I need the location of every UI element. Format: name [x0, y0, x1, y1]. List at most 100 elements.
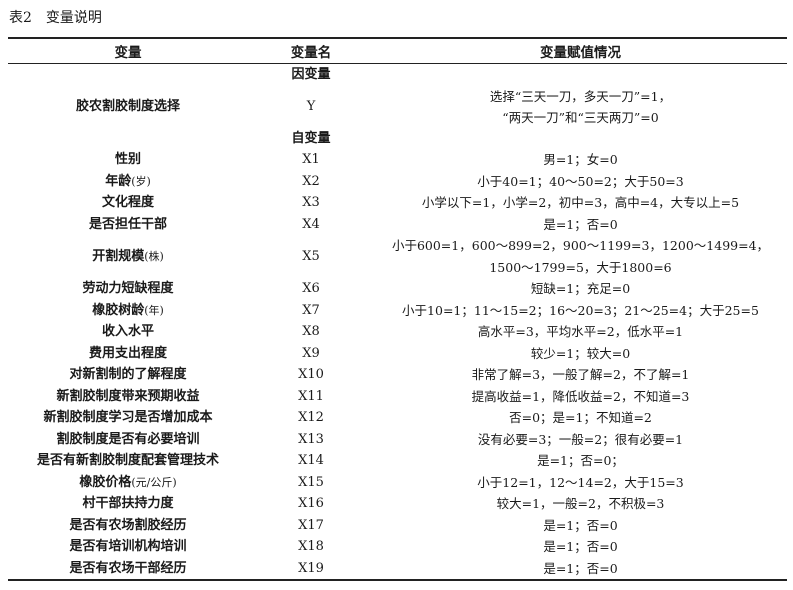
variable-name: 劳动力短缺程度: [8, 278, 248, 300]
variable-name: 橡胶价格(元/公斤): [8, 472, 248, 494]
value-line: 小于40=1；40～50=2；大于50=3: [477, 173, 684, 189]
value-line: 选择“三天一刀，多天一刀”=1，: [489, 88, 672, 104]
variable-code: X9: [302, 345, 320, 361]
table-row: 是否有新割胶制度配套管理技术 X14 是=1；否=0；: [8, 450, 787, 472]
variable-code: X17: [298, 517, 324, 533]
variable-name: 胶农割胶制度选择: [75, 99, 180, 114]
variable-code: X8: [302, 324, 320, 339]
value-line: 小于600=1，600～899=2，900～1199=3，1200～1499=4…: [391, 238, 770, 253]
value-line: 提高收益=1，降低收益=2，不知道=3: [471, 388, 690, 404]
table-row: 橡胶树龄(年) X7 小于10=1；11～15=2；16～20=3；21～25=4；…: [8, 300, 787, 322]
table-row: 是否有培训机构培训 X18 是=1；否=0: [8, 536, 787, 558]
header-variable: 变量: [8, 38, 248, 64]
variable-name: 村干部扶持力度: [8, 493, 248, 515]
variable-name: 是否有农场割胶经历: [8, 515, 248, 537]
table-row: 胶农割胶制度选择 Y 选择“三天一刀，多天一刀”=1， “两天一刀”和“三天两刀”…: [8, 86, 787, 128]
variable-name: 新割胶制度带来预期收益: [8, 386, 248, 408]
variable-name: 性别: [8, 149, 248, 171]
table-row: 割胶制度是否有必要培训 X13 没有必要=3；一般=2；很有必要=1: [8, 429, 787, 451]
name-text: 是否有新割胶制度配套管理技术: [36, 453, 219, 468]
variable-table: 变量 变量名 变量赋值情况 因变量 胶农割胶制度选择 Y 选择“三天一刀，多天一…: [8, 37, 787, 581]
variable-name: 是否担任干部: [8, 214, 248, 236]
variable-code: X16: [298, 496, 324, 511]
variable-code: X10: [298, 367, 324, 382]
header-variable-name: 变量名: [248, 38, 374, 64]
header-row: 变量 变量名 变量赋值情况: [8, 38, 787, 64]
variable-name: 年龄(岁): [8, 171, 248, 193]
variable-value: 是=1；否=0: [374, 515, 787, 537]
value-line: 高水平=3，平均水平=2，低水平=1: [477, 324, 684, 339]
name-text: 是否有培训机构培训: [69, 539, 187, 554]
variable-code: X12: [298, 410, 324, 425]
variable-value: 较少=1；较大=0: [374, 343, 787, 365]
table-caption: 表2 变量说明: [9, 7, 116, 27]
value-line: 1500～1799=5，大于1800=6: [489, 259, 672, 275]
header-assignment: 变量赋值情况: [374, 38, 787, 64]
value-line: “两天一刀”和“三天两刀”=0: [502, 109, 659, 125]
name-text: 是否有农场干部经历: [69, 560, 187, 576]
variable-name: 文化程度: [8, 192, 248, 214]
name-text: 新割胶制度带来预期收益: [56, 388, 200, 404]
variable-name: 是否有培训机构培训: [8, 536, 248, 558]
variable-code: X2: [302, 173, 320, 189]
value-line: 小学以下=1，小学=2，初中=3，高中=4，大专以上=5: [421, 195, 740, 210]
section-label: 自变量: [291, 130, 331, 146]
value-line: 小于12=1，12～14=2，大于15=3: [477, 474, 684, 490]
variable-value: 小学以下=1，小学=2，初中=3，高中=4，大专以上=5: [374, 192, 787, 214]
variable-name: 是否有新割胶制度配套管理技术: [8, 450, 248, 472]
name-text: 橡胶价格: [79, 474, 132, 490]
variable-name: 橡胶树龄(年): [8, 300, 248, 322]
name-text: 文化程度: [101, 195, 154, 210]
name-text: 割胶制度是否有必要培训: [56, 431, 200, 447]
variable-value: 男=1；女=0: [374, 149, 787, 171]
value-line: 否=0；是=1；不知道=2: [509, 410, 652, 425]
value-line: 是=1；否=0: [543, 216, 618, 232]
variable-code: X5: [302, 248, 320, 264]
value-line: 短缺=1；充足=0: [530, 281, 631, 296]
unit-text: (岁): [131, 174, 151, 188]
variable-value: 是=1；否=0；: [374, 450, 787, 472]
variable-name: 收入水平: [8, 321, 248, 343]
variable-value: 是=1；否=0: [374, 558, 787, 581]
value-line: 较少=1；较大=0: [530, 345, 631, 361]
variable-code: X15: [298, 474, 324, 490]
variable-code: X13: [298, 431, 324, 447]
variable-code: X14: [298, 453, 324, 468]
name-text: 是否有农场割胶经历: [69, 517, 187, 533]
table-row: 年龄(岁) X2 小于40=1；40～50=2；大于50=3: [8, 171, 787, 193]
variable-code: Y: [306, 99, 316, 114]
table-row: 是否有农场割胶经历 X17 是=1；否=0: [8, 515, 787, 537]
name-text: 性别: [114, 152, 141, 167]
name-text: 村干部扶持力度: [82, 496, 174, 511]
section-independent: 自变量: [8, 128, 787, 150]
table-title: 变量说明: [45, 10, 102, 26]
variable-value: 短缺=1；充足=0: [374, 278, 787, 300]
value-line: 是=1；否=0: [543, 539, 618, 554]
variable-code: X6: [302, 281, 320, 296]
variable-code: X1: [302, 152, 320, 167]
value-line: 男=1；女=0: [543, 152, 618, 167]
table-row: 文化程度 X3 小学以下=1，小学=2，初中=3，高中=4，大专以上=5: [8, 192, 787, 214]
table-row: 劳动力短缺程度 X6 短缺=1；充足=0: [8, 278, 787, 300]
variable-code: X18: [298, 539, 324, 554]
value-line: 没有必要=3；一般=2；很有必要=1: [477, 431, 684, 447]
variable-value: 选择“三天一刀，多天一刀”=1， “两天一刀”和“三天两刀”=0: [374, 86, 787, 128]
variable-code: X4: [302, 216, 320, 232]
value-line: 小于10=1；11～15=2；16～20=3；21～25=4；大于25=5: [402, 302, 759, 318]
table-row: 费用支出程度 X9 较少=1；较大=0: [8, 343, 787, 365]
name-text: 劳动力短缺程度: [82, 281, 174, 296]
name-text: 开割规模: [92, 248, 145, 264]
table-row: 收入水平 X8 高水平=3，平均水平=2，低水平=1: [8, 321, 787, 343]
variable-value: 小于12=1，12～14=2，大于15=3: [374, 472, 787, 494]
name-text: 费用支出程度: [88, 345, 167, 361]
name-text: 对新割制的了解程度: [69, 367, 187, 382]
table-row: 开割规模(株) X5 小于600=1，600～899=2，900～1199=3，12…: [8, 235, 787, 278]
name-text: 收入水平: [101, 324, 154, 339]
variable-code: X7: [302, 302, 320, 318]
variable-code: X11: [298, 388, 324, 404]
table-label: 表2: [9, 10, 32, 26]
variable-value: 否=0；是=1；不知道=2: [374, 407, 787, 429]
value-line: 是=1；否=0: [543, 517, 618, 533]
variable-name: 是否有农场干部经历: [8, 558, 248, 581]
variable-name: 割胶制度是否有必要培训: [8, 429, 248, 451]
